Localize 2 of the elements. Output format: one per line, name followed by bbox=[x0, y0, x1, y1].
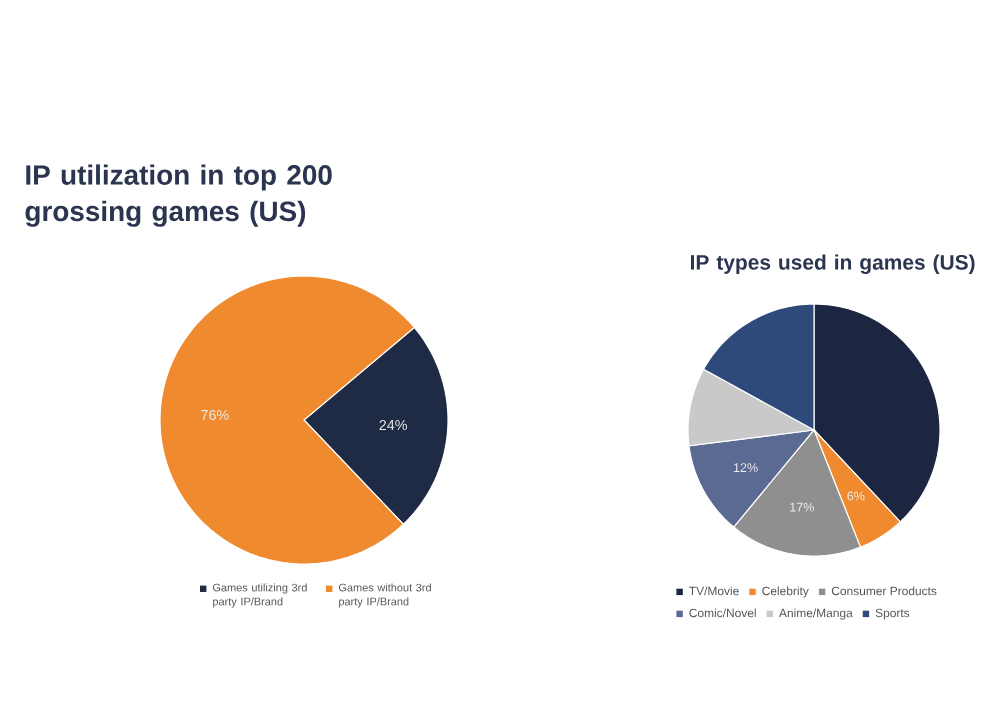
chart-title: IP utilization in top 200 grossing games (US) bbox=[25, 164, 332, 227]
chart-title: IP types used in games (US) bbox=[691, 254, 975, 274]
